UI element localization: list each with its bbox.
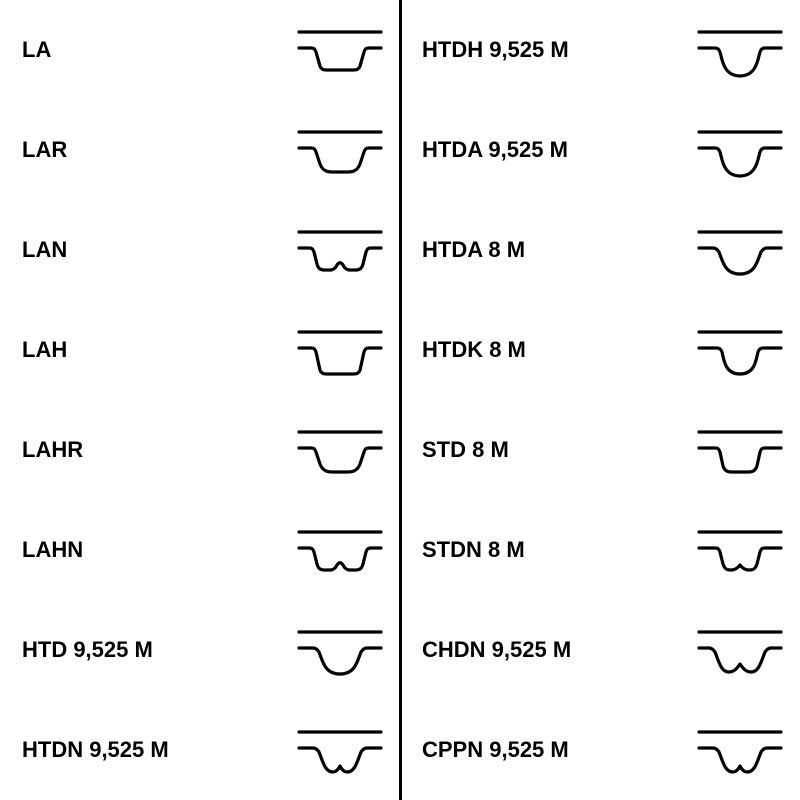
profile-row: LA [22,0,390,100]
profile-label: HTDA 9,525 M [422,137,568,163]
profile-icon [290,118,390,182]
profile-icon [290,318,390,382]
profile-row: HTDA 8 M [422,200,790,300]
profile-icon [290,718,390,782]
profile-label: CHDN 9,525 M [422,637,571,663]
profile-row: HTDA 9,525 M [422,100,790,200]
right-column: HTDH 9,525 M HTDA 9,525 M HTDA 8 M HTDK 8 M… [400,0,800,800]
profile-row: LAN [22,200,390,300]
profile-label: HTD 9,525 M [22,637,153,663]
profile-icon [290,18,390,82]
profile-label: HTDA 8 M [422,237,525,263]
profile-label: STDN 8 M [422,537,525,563]
profile-label: LAHN [22,537,83,563]
profile-label: STD 8 M [422,437,509,463]
profile-icon [290,418,390,482]
profile-icon [690,518,790,582]
profile-chart: LA LAR LAN LAH LAHR LAHN HTD 9,525 M HTDN 9,525… [0,0,800,800]
left-column: LA LAR LAN LAH LAHR LAHN HTD 9,525 M HTDN 9,525… [0,0,400,800]
profile-icon [690,318,790,382]
profile-row: HTDH 9,525 M [422,0,790,100]
profile-row: STD 8 M [422,400,790,500]
profile-label: LAH [22,337,67,363]
profile-row: CHDN 9,525 M [422,600,790,700]
profile-row: STDN 8 M [422,500,790,600]
profile-icon [690,718,790,782]
profile-row: LAHN [22,500,390,600]
profile-icon [290,518,390,582]
profile-icon [290,618,390,682]
profile-label: LA [22,37,51,63]
profile-icon [690,418,790,482]
profile-label: HTDH 9,525 M [422,37,569,63]
profile-row: HTDN 9,525 M [22,700,390,800]
profile-icon [690,218,790,282]
vertical-divider [399,0,402,800]
profile-label: LAN [22,237,67,263]
profile-icon [690,18,790,82]
profile-label: LAR [22,137,67,163]
profile-label: LAHR [22,437,83,463]
profile-row: LAR [22,100,390,200]
profile-row: HTDK 8 M [422,300,790,400]
profile-row: HTD 9,525 M [22,600,390,700]
profile-icon [690,618,790,682]
profile-row: LAHR [22,400,390,500]
profile-label: HTDK 8 M [422,337,526,363]
profile-row: CPPN 9,525 M [422,700,790,800]
profile-icon [690,118,790,182]
profile-row: LAH [22,300,390,400]
profile-icon [290,218,390,282]
profile-label: HTDN 9,525 M [22,737,169,763]
profile-label: CPPN 9,525 M [422,737,569,763]
